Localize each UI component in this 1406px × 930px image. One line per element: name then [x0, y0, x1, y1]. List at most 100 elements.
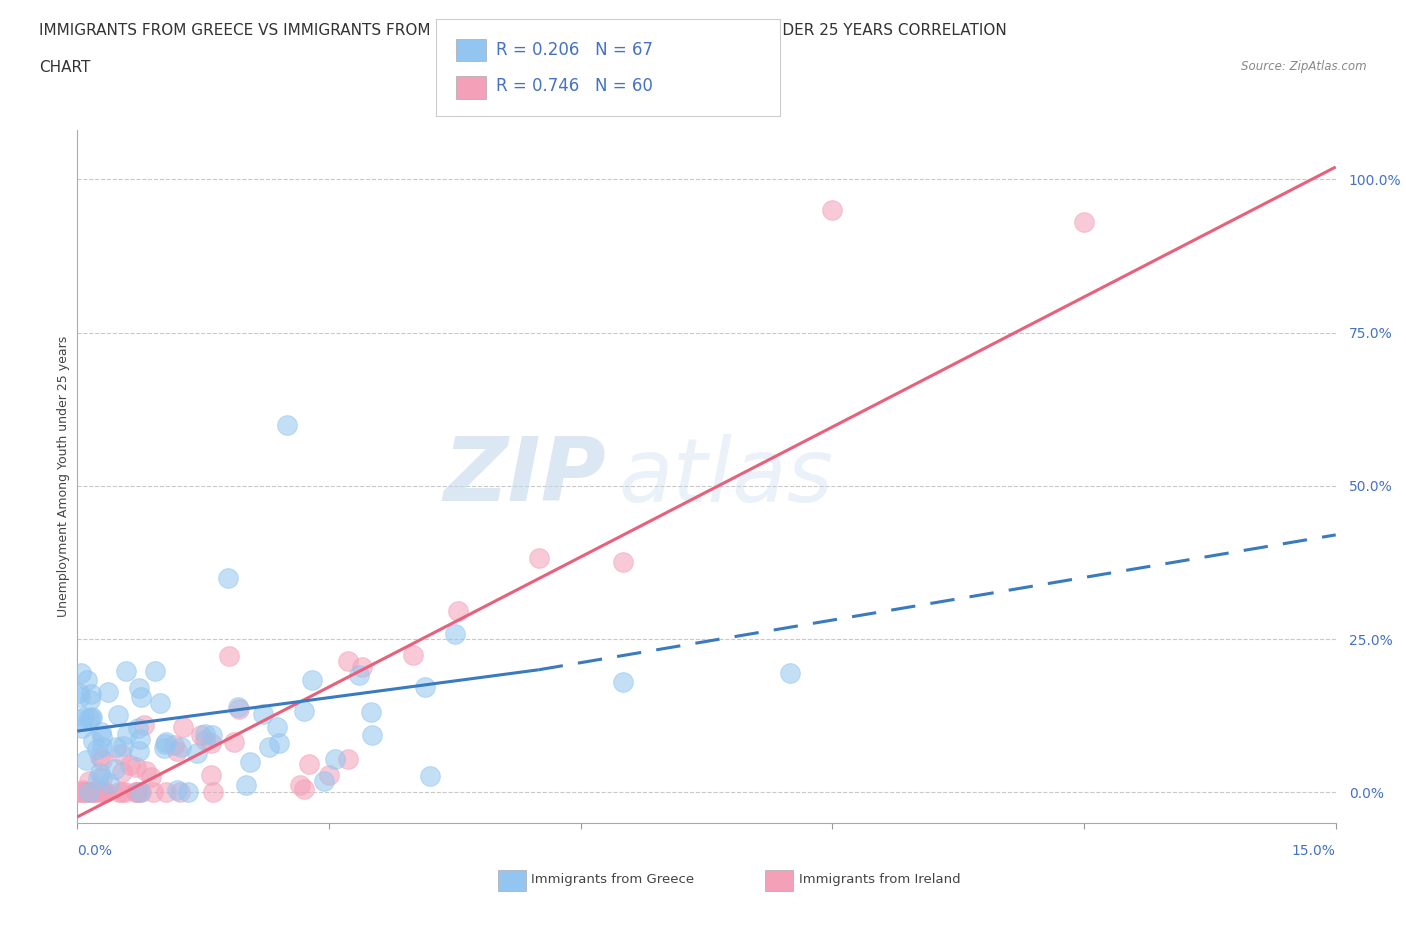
- Point: [177, 785, 200, 800]
- Text: CHART: CHART: [39, 60, 91, 75]
- Point: [350, 659, 373, 674]
- Point: [90, 783, 112, 798]
- Text: R = 0.206   N = 67: R = 0.206 N = 67: [496, 41, 654, 60]
- Point: [72, 782, 94, 797]
- Point: [228, 699, 250, 714]
- Point: [349, 668, 371, 683]
- Point: [128, 680, 150, 695]
- Point: [80, 686, 103, 701]
- Point: [194, 732, 217, 747]
- Point: [114, 663, 136, 678]
- Point: [125, 759, 148, 774]
- Point: [239, 755, 262, 770]
- Point: [201, 785, 224, 800]
- Point: [72, 785, 94, 800]
- Point: [323, 752, 346, 767]
- Point: [235, 777, 257, 792]
- Point: [155, 734, 177, 749]
- Point: [118, 757, 141, 772]
- Point: [186, 746, 208, 761]
- Point: [612, 674, 634, 689]
- Point: [94, 785, 117, 800]
- Point: [93, 785, 115, 800]
- Point: [132, 717, 155, 732]
- Point: [73, 710, 96, 724]
- Point: [70, 711, 93, 726]
- Point: [447, 604, 470, 618]
- Point: [266, 720, 288, 735]
- Point: [217, 570, 239, 585]
- Text: IMMIGRANTS FROM GREECE VS IMMIGRANTS FROM IRELAND UNEMPLOYMENT AMONG YOUTH UNDER: IMMIGRANTS FROM GREECE VS IMMIGRANTS FRO…: [39, 23, 1007, 38]
- Point: [337, 654, 360, 669]
- Point: [419, 768, 441, 783]
- Point: [142, 785, 165, 800]
- Point: [172, 720, 194, 735]
- Point: [125, 785, 148, 800]
- Point: [193, 726, 215, 741]
- Point: [97, 684, 120, 699]
- Point: [129, 732, 152, 747]
- Point: [292, 782, 315, 797]
- Point: [83, 785, 105, 800]
- Point: [76, 673, 98, 688]
- Text: 0.0%: 0.0%: [77, 844, 112, 858]
- Point: [444, 627, 467, 642]
- Point: [155, 785, 177, 800]
- Point: [360, 728, 382, 743]
- Point: [128, 744, 150, 759]
- Point: [149, 695, 172, 710]
- Point: [127, 721, 149, 736]
- Point: [114, 785, 136, 800]
- Point: [77, 711, 100, 725]
- Point: [779, 665, 801, 680]
- Point: [143, 664, 166, 679]
- Point: [79, 693, 101, 708]
- Point: [318, 767, 340, 782]
- Point: [169, 740, 191, 755]
- Point: [166, 744, 188, 759]
- Point: [91, 785, 114, 800]
- Point: [312, 774, 335, 789]
- Point: [79, 774, 101, 789]
- Point: [67, 685, 90, 700]
- Point: [112, 738, 135, 753]
- Point: [228, 701, 250, 716]
- Point: [413, 679, 436, 694]
- Point: [104, 762, 127, 777]
- Point: [77, 785, 100, 800]
- Point: [87, 771, 110, 786]
- Point: [290, 777, 312, 792]
- Point: [83, 785, 105, 800]
- Point: [107, 708, 129, 723]
- Point: [69, 666, 91, 681]
- Point: [135, 764, 157, 778]
- Point: [527, 551, 550, 565]
- Point: [821, 203, 844, 218]
- Text: atlas: atlas: [619, 433, 834, 520]
- Point: [82, 785, 104, 800]
- Text: 15.0%: 15.0%: [1292, 844, 1336, 858]
- Point: [201, 728, 224, 743]
- Point: [292, 704, 315, 719]
- Point: [77, 785, 100, 800]
- Point: [69, 785, 91, 800]
- Point: [89, 750, 111, 764]
- Point: [111, 785, 134, 800]
- Point: [612, 554, 634, 569]
- Point: [129, 785, 152, 800]
- Point: [82, 710, 104, 724]
- Point: [153, 737, 176, 751]
- Point: [89, 766, 111, 781]
- Point: [75, 785, 97, 800]
- Point: [169, 785, 191, 800]
- Point: [75, 752, 97, 767]
- Point: [89, 724, 111, 739]
- Point: [129, 689, 152, 704]
- Point: [166, 782, 188, 797]
- Point: [269, 736, 291, 751]
- Point: [108, 785, 131, 800]
- Point: [67, 785, 90, 800]
- Point: [97, 776, 120, 790]
- Point: [90, 730, 112, 745]
- Point: [402, 647, 425, 662]
